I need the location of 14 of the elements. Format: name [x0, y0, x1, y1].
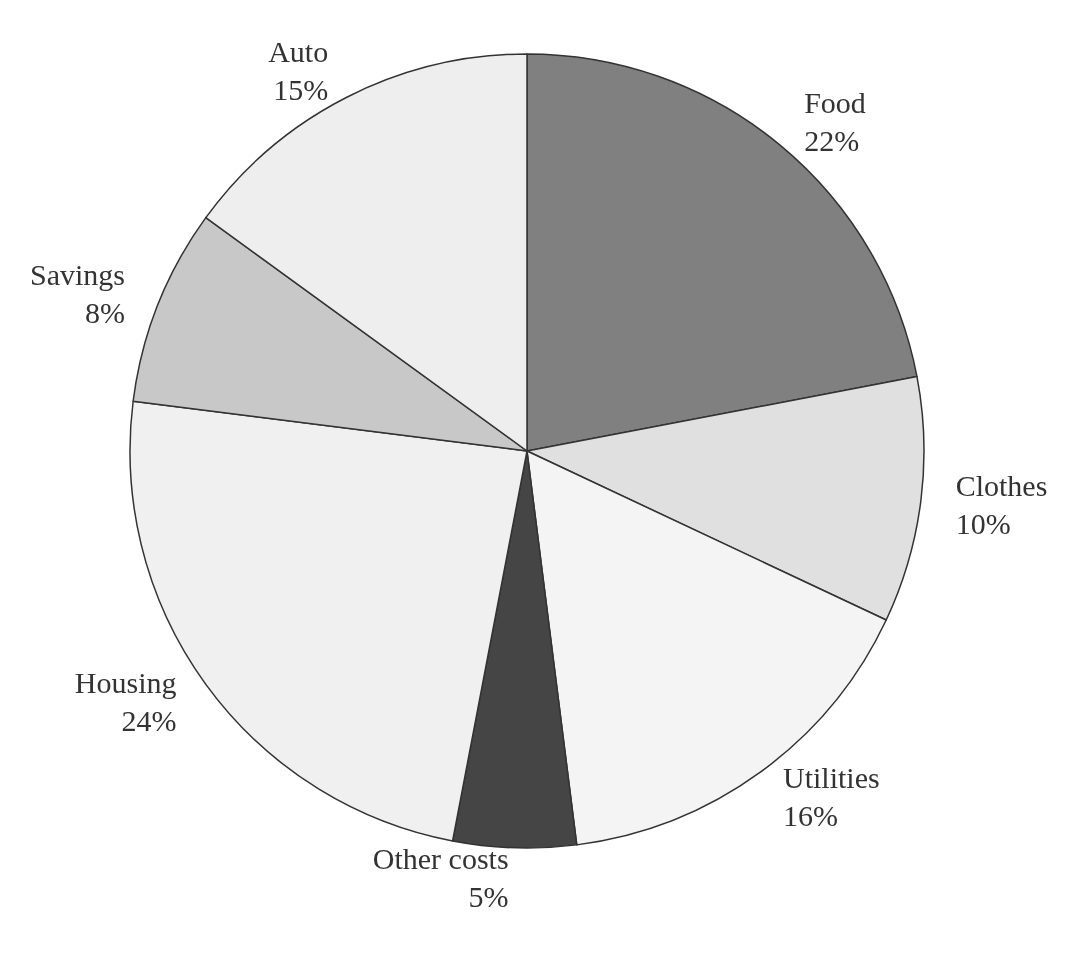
- data-label: 5%: [468, 880, 509, 914]
- slice-label: Housing: [74, 666, 177, 700]
- data-label: 8%: [84, 296, 125, 330]
- data-label: 16%: [782, 798, 838, 832]
- data-label: 22%: [804, 124, 860, 158]
- slice-label: Other costs: [372, 842, 509, 876]
- data-label: 24%: [121, 704, 177, 738]
- slice-label: Savings: [29, 258, 125, 292]
- slice-label: Clothes: [955, 469, 1048, 503]
- data-label: 10%: [955, 507, 1011, 541]
- slice-label: Food: [804, 86, 866, 120]
- data-label: 15%: [273, 73, 329, 107]
- slice-label: Utilities: [782, 760, 880, 794]
- slice-label: Auto: [268, 35, 329, 69]
